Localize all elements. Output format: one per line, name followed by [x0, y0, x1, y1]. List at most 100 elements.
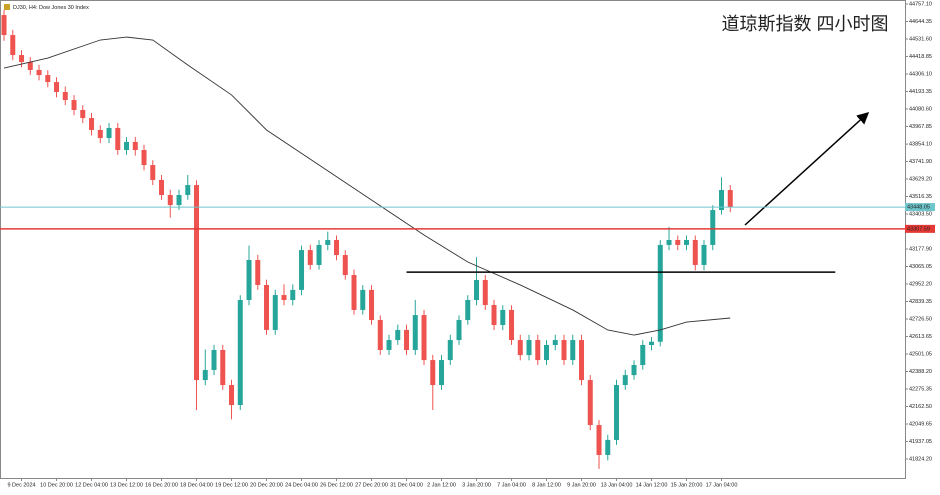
candle-body	[80, 109, 86, 119]
candle-body	[89, 118, 95, 130]
x-tick-label: 7 Jan 04:00	[497, 482, 526, 488]
y-tick-label: 43065.05	[909, 264, 932, 270]
chart-title: 道琼斯指数 四小时图	[721, 14, 888, 34]
y-tick-label: 42726.50	[909, 316, 932, 322]
candle-body	[552, 340, 558, 346]
price-label: 43307.59	[907, 226, 930, 232]
candle-body	[684, 239, 690, 245]
x-tick-label: 3 Jan 20:00	[462, 482, 491, 488]
x-tick-label: 13 Jan 04:00	[601, 482, 633, 488]
candle-body	[115, 127, 121, 150]
candle-body	[386, 340, 392, 350]
candle-body	[727, 190, 733, 208]
candle-body	[255, 259, 261, 285]
candle-body	[54, 82, 60, 92]
candle-body	[272, 295, 278, 330]
y-tick-label: 43516.35	[909, 194, 932, 200]
y-tick-label: 43403.50	[909, 211, 932, 217]
moving-average	[3, 36, 731, 336]
candle-body	[535, 340, 541, 361]
x-tick-label: 26 Dec 12:00	[320, 482, 353, 488]
trend-arrow	[744, 111, 870, 226]
y-tick-label: 42501.05	[909, 351, 932, 357]
candle-body	[97, 129, 103, 139]
candle-body	[640, 345, 646, 366]
y-tick-label: 44080.60	[909, 106, 932, 112]
y-tick-label: 44531.60	[909, 36, 932, 42]
candle-body	[456, 320, 462, 341]
candle-body	[316, 244, 322, 265]
candle-body	[526, 340, 532, 356]
y-tick-label: 43629.20	[909, 176, 932, 182]
candle-body	[701, 244, 707, 265]
candle-body	[517, 340, 523, 356]
x-tick-label: 13 Dec 12:00	[110, 482, 143, 488]
y-tick-label: 44306.10	[909, 71, 932, 77]
candle-body	[351, 275, 357, 310]
candle-body	[71, 100, 77, 110]
candle-body	[500, 309, 506, 325]
price-label-box	[905, 224, 935, 233]
candle-body	[141, 149, 147, 166]
candle-body	[369, 289, 375, 321]
candle-body	[614, 385, 620, 440]
y-tick-label: 42162.50	[909, 404, 932, 410]
candle-body	[299, 250, 305, 290]
candle-body	[19, 55, 25, 63]
y-tick-label: 42613.65	[909, 334, 932, 340]
y-tick-label: 44757.10	[909, 1, 932, 7]
symbol-icon	[4, 4, 10, 10]
candle-body	[229, 385, 235, 406]
candle-body	[482, 280, 488, 305]
candle-body	[264, 284, 270, 330]
x-tick-label: 8 Jan 12:00	[532, 482, 561, 488]
candle-body	[579, 340, 585, 381]
candle-body	[150, 165, 156, 180]
x-tick-label: 15 Jan 20:00	[671, 482, 703, 488]
candle-body	[307, 250, 313, 265]
candle-body	[631, 365, 637, 376]
y-tick-label: 41824.20	[909, 456, 932, 462]
y-tick-label: 42275.35	[909, 386, 932, 392]
x-tick-label: 19 Dec 12:00	[215, 482, 248, 488]
x-tick-label: 24 Dec 04:00	[285, 482, 318, 488]
candle-body	[377, 320, 383, 350]
y-tick-label: 42839.35	[909, 299, 932, 305]
x-tick-label: 2 Jan 12:00	[427, 482, 456, 488]
candle-body	[430, 360, 436, 386]
candle-body	[491, 304, 497, 325]
candle-body	[622, 375, 628, 386]
candle-body	[176, 194, 182, 206]
x-tick-label: 20 Dec 20:00	[250, 482, 283, 488]
candle-body	[447, 340, 453, 361]
y-tick-label: 43741.90	[909, 159, 932, 165]
candle-body	[36, 69, 42, 76]
candle-body	[185, 185, 191, 195]
candle-body	[561, 340, 567, 361]
candle-body	[596, 425, 602, 455]
x-tick-label: 12 Dec 04:00	[75, 482, 108, 488]
candle-body	[27, 62, 33, 70]
candle-body	[360, 289, 366, 310]
candle-body	[106, 127, 112, 139]
y-tick-label: 42388.20	[909, 369, 932, 375]
candle-body	[132, 141, 138, 150]
candle-body	[544, 345, 550, 361]
y-tick-label: 44644.35	[909, 19, 932, 25]
candle-body	[395, 329, 401, 341]
candle-body	[412, 315, 418, 350]
candle-body	[649, 341, 655, 346]
candle-body	[290, 289, 296, 301]
x-tick-label: 18 Dec 04:00	[180, 482, 213, 488]
candle-body	[421, 315, 427, 361]
candle-body	[657, 244, 663, 342]
candle-body	[692, 239, 698, 265]
candle-body	[237, 300, 243, 406]
y-tick-label: 43177.90	[909, 246, 932, 252]
y-tick-label: 42952.20	[909, 281, 932, 287]
candle-body	[62, 91, 68, 101]
y-tick-label: 43967.85	[909, 124, 932, 130]
candle-body	[570, 340, 576, 361]
candle-body	[194, 185, 200, 381]
